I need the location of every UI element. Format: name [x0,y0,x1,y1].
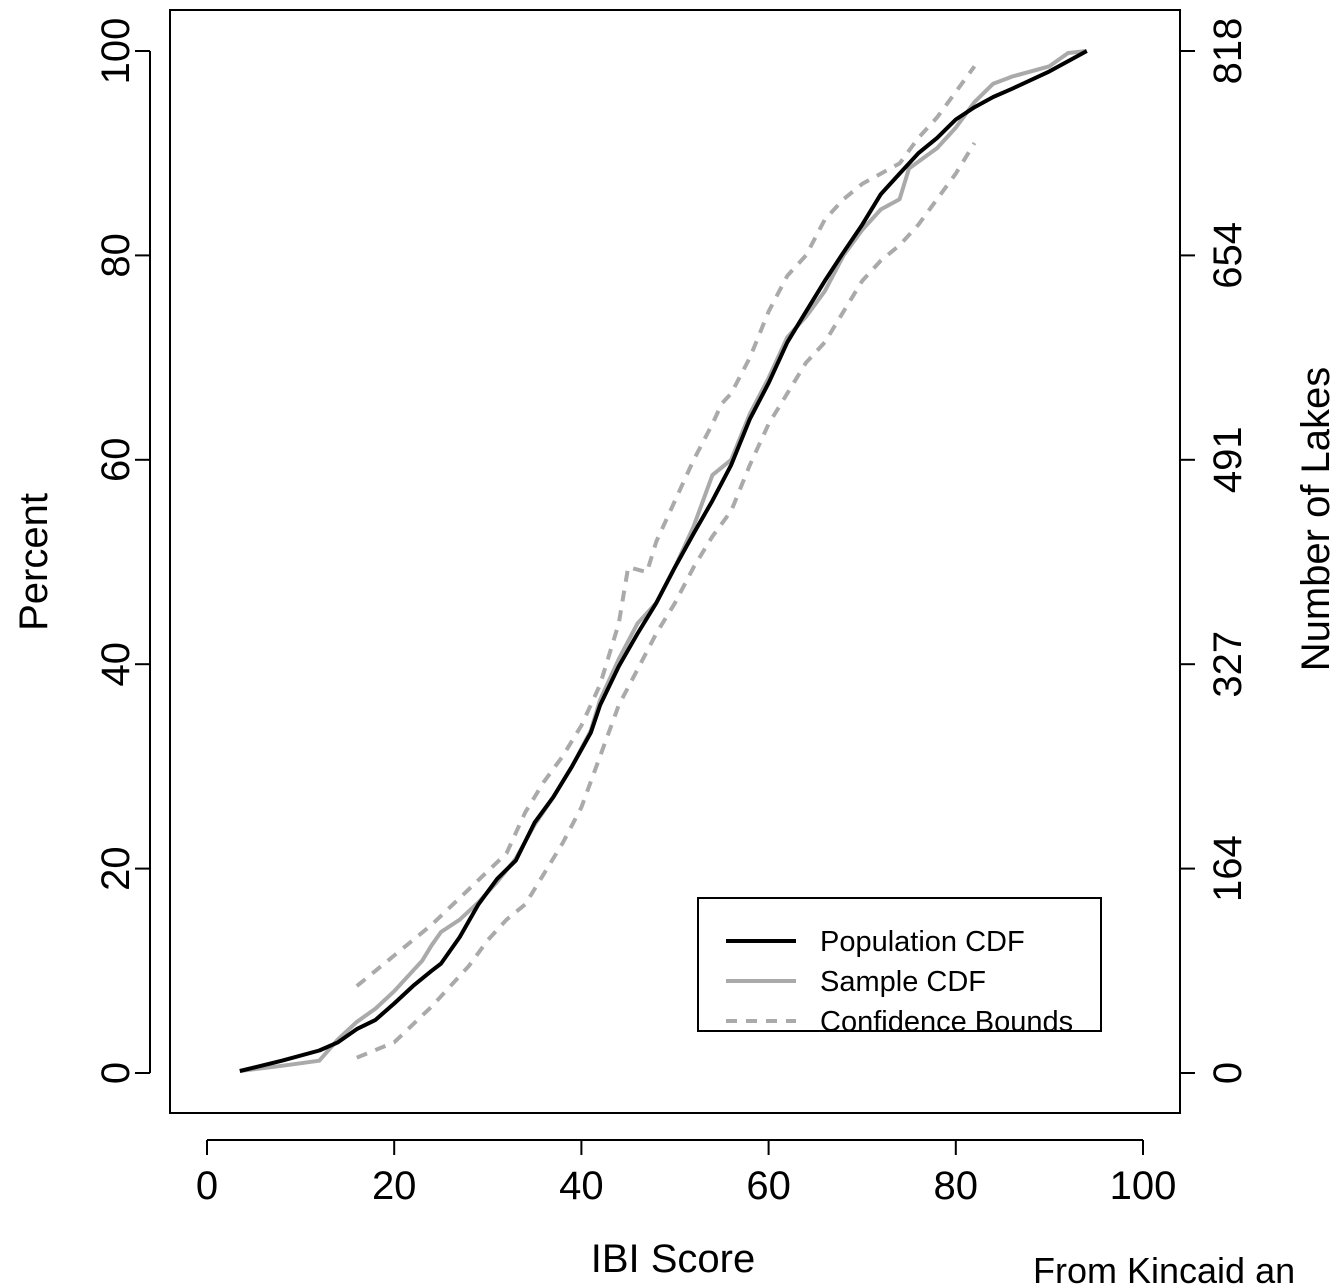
series-line-confidence-bounds-2 [355,65,977,988]
y-right-tick-label: 0 [1206,1062,1250,1084]
y-right-tick-label: 164 [1206,835,1250,902]
y-axis-right: 0 164 327 491 654 818 [1179,18,1250,1084]
y-tick-label: 100 [94,18,138,85]
source-caption: From Kincaid an [1033,1250,1295,1288]
x-tick-label: 100 [1110,1164,1177,1208]
y-tick-label: 20 [94,846,138,891]
y-right-tick-label: 654 [1206,222,1250,289]
y-tick-label: 0 [94,1062,138,1084]
y-axis-left: 0 20 40 60 80 100 [94,18,151,1084]
x-tick-label: 60 [746,1164,791,1208]
y-right-tick-label: 491 [1206,426,1250,493]
series-line-population-cdf-0 [239,49,1088,1073]
legend-label-population: Population CDF [820,926,1025,958]
y-tick-label: 80 [94,233,138,278]
y-right-tick-label: 818 [1206,18,1250,85]
legend-label-confidence: Confidence Bounds [820,1006,1073,1038]
x-axis: 0 20 40 60 80 100 [196,1139,1177,1208]
legend-box [697,897,1102,1032]
legend: Population CDF Sample CDF Confidence Bou… [697,897,1102,1038]
series-line-confidence-bounds-3 [356,141,977,1060]
y-right-tick-label: 327 [1206,631,1250,698]
legend-label-sample: Sample CDF [820,966,986,998]
x-axis-title: IBI Score [591,1237,756,1281]
y-axis-right-title: Number of Lakes [1294,367,1338,672]
y-tick-label: 60 [94,438,138,483]
x-tick-label: 80 [934,1164,979,1208]
y-axis-title: Percent [12,493,56,631]
series-layer [239,49,1088,1073]
x-tick-label: 0 [196,1164,218,1208]
x-tick-label: 40 [559,1164,604,1208]
x-tick-label: 20 [372,1164,417,1208]
y-tick-label: 40 [94,642,138,687]
